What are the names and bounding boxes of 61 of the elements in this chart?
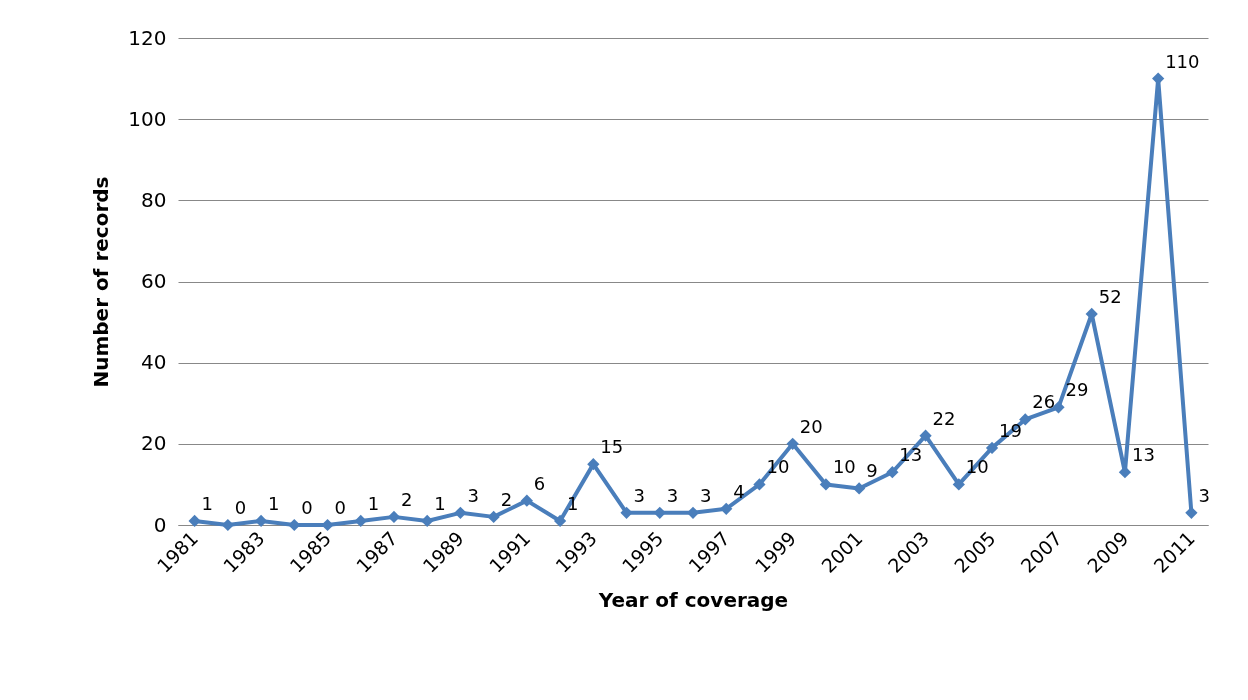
data-label: 4: [733, 480, 745, 502]
point: [321, 518, 334, 532]
data-label: 110: [1165, 50, 1200, 72]
point: [786, 437, 799, 450]
y-tick-label: 60: [141, 269, 167, 293]
data-label: 22: [932, 407, 956, 429]
data-label: 0: [301, 497, 313, 518]
y-tick-label: 20: [141, 431, 167, 456]
point: [686, 506, 700, 519]
data-label: 6: [533, 472, 546, 494]
y-axis-title: Number of records: [89, 176, 114, 388]
point: [254, 514, 268, 528]
point: [454, 506, 467, 519]
point: [819, 478, 833, 491]
point: [288, 518, 301, 532]
data-label: 29: [1065, 379, 1089, 401]
point: [853, 482, 866, 495]
point: [753, 478, 766, 491]
data-label: 20: [799, 415, 823, 437]
data-label: 3: [1198, 484, 1210, 506]
data-label: 1: [201, 492, 214, 514]
data-label: 2: [500, 488, 513, 510]
point: [587, 458, 600, 471]
data-label: 26: [1032, 391, 1056, 413]
point: [919, 429, 932, 442]
data-label: 15: [600, 436, 624, 458]
data-label: 1: [268, 492, 280, 514]
point: [1118, 466, 1132, 479]
point: [188, 514, 201, 528]
data-label: 9: [866, 460, 878, 482]
point: [487, 510, 500, 524]
data-label: 3: [700, 484, 712, 506]
point: [354, 514, 367, 528]
y-tick-label: 120: [128, 25, 167, 50]
point: [553, 514, 567, 528]
y-tick-label: 40: [141, 350, 167, 375]
point: [221, 518, 234, 532]
point: [985, 441, 999, 455]
point: [520, 494, 533, 507]
y-tick-label: 0: [153, 512, 167, 537]
point: [421, 514, 434, 528]
data-label: 52: [1098, 285, 1122, 307]
point: [720, 502, 733, 515]
y-tick-label: 80: [141, 187, 167, 212]
point: [387, 510, 401, 524]
data-label: 13: [1131, 444, 1155, 466]
point: [886, 466, 899, 479]
y-tick-label: 100: [128, 106, 167, 131]
data-label: 3: [467, 484, 479, 506]
data-label: 3: [666, 484, 679, 506]
x-axis-title: Year of coverage: [597, 587, 789, 612]
data-label: 10: [832, 456, 856, 478]
data-label: 1: [367, 492, 380, 514]
point: [1019, 413, 1032, 426]
point: [1052, 401, 1065, 414]
data-label: 3: [633, 484, 645, 506]
data-label: 1: [434, 492, 446, 514]
data-label: 2: [400, 488, 413, 510]
data-label: 0: [234, 497, 247, 518]
data-label: 0: [334, 497, 346, 518]
point: [952, 478, 965, 491]
